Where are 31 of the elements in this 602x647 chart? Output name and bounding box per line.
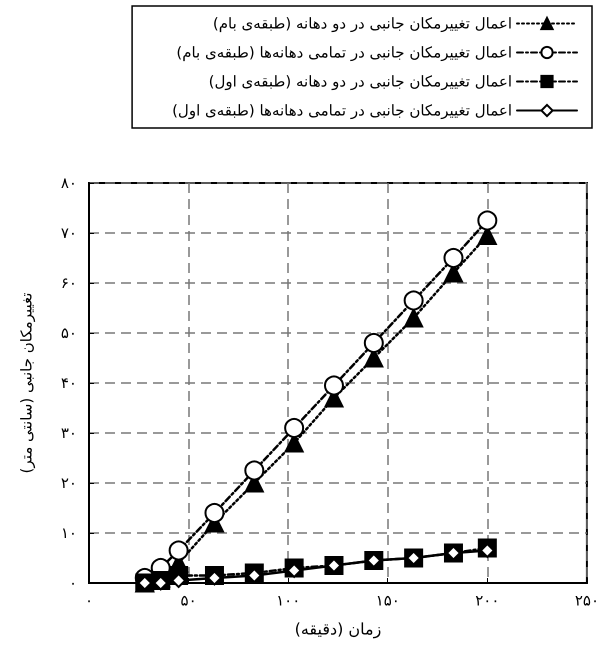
y-tick-label: ۲۰ (60, 474, 77, 492)
y-tick-label: ۵۰ (60, 324, 77, 342)
point (244, 460, 264, 480)
point (324, 376, 344, 396)
x-tick-label: ۲۰۰ (475, 592, 500, 610)
x-axis-title: زمان (دقیقه) (294, 620, 382, 638)
y-tick-label: ۸۰ (60, 174, 77, 192)
point (204, 503, 224, 523)
y-tick-label: ۱۰ (60, 524, 77, 542)
y-tick-label: ۳۰ (60, 424, 77, 442)
x-tick-label: ۰ (84, 592, 94, 610)
x-tick-label: ۱۰۰ (276, 592, 300, 610)
y-tick-label: ۶۰ (60, 274, 77, 292)
y-tick-label: ۴۰ (60, 374, 77, 392)
point (404, 308, 424, 328)
legend-label: اعمال تغییرمکان جانبی در تمامی دهانه‌ها (طبقه‌ی اول) (172, 102, 512, 120)
point (404, 290, 424, 310)
point (443, 248, 464, 268)
x-tick-label: ۲۵۰ (574, 592, 599, 610)
y-tick-label: ۷۰ (60, 224, 77, 242)
x-tick-label: ۱۵۰ (376, 592, 400, 610)
legend-label: اعمال تغییرمکان جانبی در دو دهانه (طبقه‌ی بام) (212, 14, 512, 32)
x-tick-label: ۵۰ (180, 592, 197, 610)
point (284, 418, 304, 438)
point (364, 333, 384, 353)
legend-label: اعمال تغییرمکان جانبی در دو دهانه (طبقه‌ی اول) (208, 72, 512, 90)
point (168, 540, 189, 560)
legend-label: اعمال تغییرمکان جانبی در تمامی دهانه‌ها (طبقه‌ی بام) (176, 44, 512, 62)
point (477, 210, 498, 230)
y-tick-label: ۰ (68, 574, 77, 592)
y-axis-title: تغییرمکان جانبی (سانتی متر) (18, 292, 36, 474)
